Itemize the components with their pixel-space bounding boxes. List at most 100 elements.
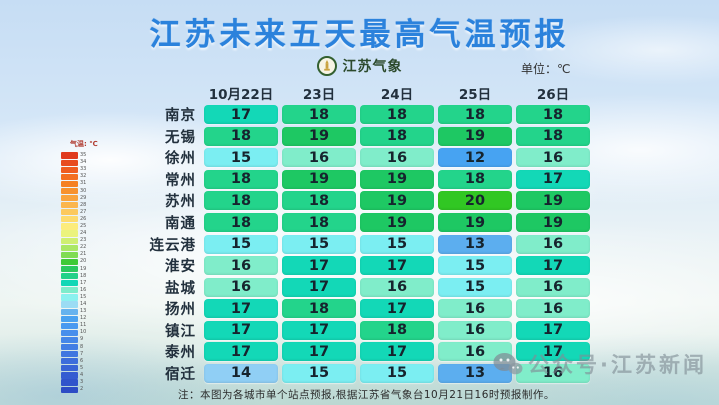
temp-cell: 18 [282,213,356,232]
legend-swatch [61,152,78,159]
legend-tick-label: 23 [80,237,87,244]
legend-swatch [61,180,78,188]
legend-swatch [61,329,78,336]
legend-stop: 24 [61,230,98,237]
temp-cell: 18 [204,169,278,189]
legend-stop: 23 [61,237,98,244]
city-label: 扬州 [165,302,196,319]
legend-stop: 21 [61,251,98,258]
footnote: 注：本图为各城市单个站点预报,根据江苏省气象台10月21日16时预报制作。 [178,389,555,401]
temp-cell: 13 [438,363,512,383]
legend-stop: 35 [61,152,98,159]
table-row: 无锡 18 19 18 19 18 [136,126,594,148]
city-label: 淮安 [165,259,196,276]
city-label: 南京 [165,108,196,125]
city-label: 连云港 [149,237,196,254]
legend-swatch [61,386,78,393]
temp-cell: 16 [204,256,278,276]
city-label: 无锡 [165,129,196,146]
legend-stop: 19 [61,265,98,273]
legend-tick-label: 26 [80,215,87,222]
legend-stop: 28 [61,202,98,209]
legend-swatch [61,244,78,251]
temp-cell: 18 [438,169,512,189]
table-row: 镇江 17 17 18 16 17 [136,319,594,341]
temp-cell: 15 [360,363,434,383]
temp-cell: 18 [360,320,434,340]
temp-cell: 17 [204,342,278,362]
legend-swatch [61,287,78,294]
temp-cell: 18 [282,299,356,319]
date-header: 24日 [380,86,414,103]
temp-cell: 16 [516,363,590,383]
temp-cell: 19 [438,126,512,146]
legend-swatch [61,308,78,315]
temp-cell: 17 [516,320,590,340]
legend-stop: 6 [61,358,98,365]
legend-tick-label: 13 [80,308,87,315]
temp-cell: 18 [282,191,356,211]
forecast-table-body: 南京 17 18 18 18 18 无锡 18 19 18 19 18 徐州 15 16 16 12 16 常州 18… [136,104,594,384]
temp-cell: 16 [438,320,512,340]
legend-stop: 3 [61,379,98,386]
temp-cell: 17 [516,256,590,276]
temp-cell: 15 [438,277,512,297]
legend-stop: 33 [61,166,98,173]
legend-swatch [61,209,78,216]
legend-swatch [61,351,78,358]
date-header: 25日 [458,86,492,103]
agency-logo-label: 江苏气象 [342,59,403,75]
pagoda-badge-icon [316,56,337,76]
legend-stop: 26 [61,216,98,223]
temp-cell: 16 [360,277,434,297]
legend-tick-label: 10 [80,329,87,336]
temp-cell: 18 [204,126,278,146]
legend-swatch [61,173,78,180]
legend-tick-label: 3 [80,379,84,386]
temp-cell: 16 [516,234,590,254]
city-label: 泰州 [165,345,196,362]
legend-swatch [61,379,78,386]
legend-swatch [61,365,78,372]
temp-cell: 14 [204,363,278,383]
legend-swatch [61,216,78,223]
temp-cell: 17 [204,320,278,340]
legend-swatch [61,258,78,266]
legend-stop: 30 [61,187,98,195]
legend-stop: 15 [61,294,98,301]
legend-tick-label: 20 [80,258,87,265]
legend-tick-label: 16 [80,286,87,293]
legend-stop: 31 [61,180,98,188]
date-header-row: 10月22日 23日 24日 25日 26日 [136,81,594,104]
legend-tick-label: 11 [80,322,87,329]
legend-tick-label: 34 [80,159,87,166]
legend-stop: 22 [61,244,98,251]
legend-stop: 16 [61,287,98,294]
table-row: 宿迁 14 15 15 13 16 [136,363,594,385]
temp-cell: 18 [516,126,590,146]
temp-cell: 16 [516,148,590,168]
legend-tick-label: 14 [80,301,87,308]
temp-cell: 17 [282,342,356,362]
legend-tick-label: 15 [80,293,87,300]
legend-tick-label: 22 [80,244,87,251]
legend-swatch [61,187,78,195]
page-title: 江苏未来五天最高气温预报 [149,17,570,53]
legend-tick-label: 21 [80,251,87,258]
temp-cell: 17 [360,342,434,362]
temp-cell: 13 [438,234,512,254]
city-label: 苏州 [165,194,196,211]
legend-tick-label: 35 [80,152,87,159]
table-row: 苏州 18 18 19 20 19 [136,190,594,212]
legend-swatch [61,343,78,351]
legend-swatch [61,166,78,173]
temperature-colorbar: 气温: ℃ 35 34 33 32 31 30 29 28 27 26 25 24 23 22 21 20 19… [61,139,98,393]
legend-stop: 25 [61,223,98,230]
legend-tick-label: 31 [80,180,87,187]
legend-tick-label: 30 [80,187,87,194]
legend-tick-label: 5 [80,364,84,371]
legend-tick-label: 25 [80,222,87,229]
temp-cell: 18 [516,105,590,125]
legend-stop: 20 [61,258,98,266]
